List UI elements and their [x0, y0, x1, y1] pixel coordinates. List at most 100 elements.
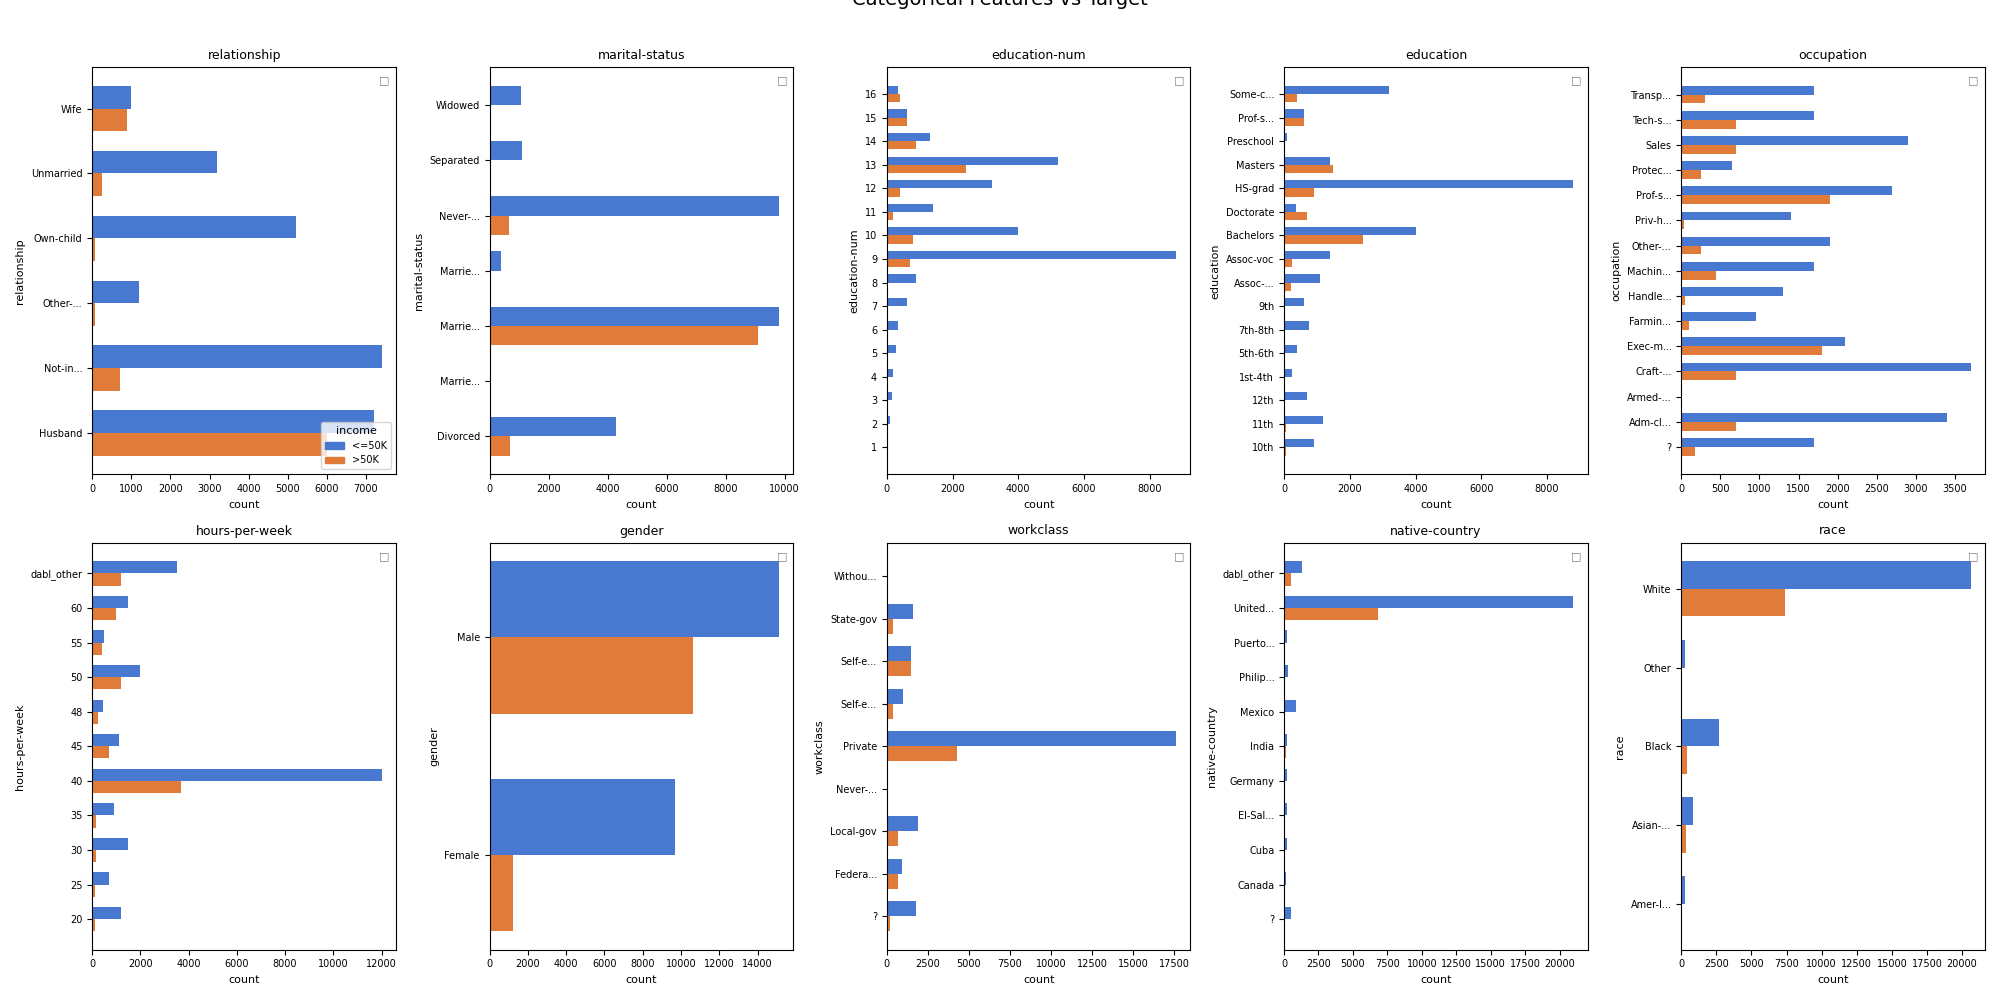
X-axis label: count: count — [228, 499, 260, 510]
Bar — [490, 251, 502, 271]
Title: race: race — [1820, 524, 1846, 538]
Bar — [1682, 237, 1830, 246]
Bar — [92, 643, 102, 655]
Bar — [886, 816, 918, 831]
Bar — [92, 769, 382, 781]
Bar — [1682, 413, 1948, 422]
Bar — [886, 604, 914, 619]
X-axis label: count: count — [626, 975, 658, 985]
Bar — [1682, 561, 1970, 589]
Bar — [1284, 746, 1286, 758]
Y-axis label: relationship: relationship — [16, 238, 26, 304]
Bar — [1682, 186, 1892, 195]
Bar — [92, 815, 96, 828]
Bar — [1682, 321, 1690, 330]
Bar — [886, 746, 958, 761]
Bar — [1682, 640, 1684, 668]
Y-axis label: education-num: education-num — [850, 228, 860, 313]
Text: □: □ — [776, 551, 788, 561]
Legend: <=50K, >50K: <=50K, >50K — [322, 422, 392, 469]
Bar — [490, 855, 512, 931]
Bar — [1284, 561, 1302, 573]
X-axis label: count: count — [1420, 975, 1452, 985]
Bar — [886, 831, 898, 846]
Title: workclass: workclass — [1008, 524, 1070, 538]
Bar — [1682, 271, 1716, 280]
Bar — [1284, 392, 1308, 400]
Bar — [1682, 95, 1704, 103]
Bar — [886, 133, 930, 141]
Bar — [92, 410, 374, 433]
Bar — [1284, 734, 1286, 746]
Bar — [1284, 769, 1286, 781]
Bar — [1284, 665, 1288, 677]
X-axis label: count: count — [1818, 499, 1848, 510]
Bar — [886, 874, 898, 889]
Bar — [490, 561, 778, 637]
Bar — [1682, 346, 1822, 355]
Bar — [886, 204, 932, 212]
X-axis label: count: count — [1022, 499, 1054, 510]
Bar — [1284, 608, 1378, 620]
X-axis label: count: count — [1818, 975, 1848, 985]
Bar — [92, 433, 326, 456]
Bar — [92, 838, 128, 850]
Bar — [1284, 188, 1314, 197]
Bar — [1284, 369, 1292, 377]
Bar — [1682, 120, 1736, 129]
Bar — [1682, 363, 1970, 371]
Bar — [490, 141, 522, 160]
Bar — [92, 573, 122, 586]
Title: native-country: native-country — [1390, 524, 1482, 538]
Bar — [92, 608, 116, 620]
Bar — [1284, 109, 1304, 118]
Bar — [886, 689, 904, 704]
Bar — [1682, 246, 1700, 254]
Bar — [1284, 630, 1288, 643]
Bar — [92, 368, 120, 391]
Bar — [1682, 287, 1782, 296]
Bar — [1682, 422, 1736, 431]
Bar — [886, 180, 992, 188]
Y-axis label: native-country: native-country — [1206, 705, 1216, 787]
Bar — [886, 916, 890, 931]
Title: education-num: education-num — [992, 49, 1086, 62]
Text: □: □ — [1572, 551, 1582, 561]
Bar — [490, 417, 616, 436]
Bar — [1682, 136, 1908, 145]
Bar — [886, 118, 906, 126]
X-axis label: count: count — [1022, 975, 1054, 985]
Bar — [1284, 86, 1390, 94]
Bar — [886, 392, 892, 400]
Bar — [490, 436, 510, 456]
Bar — [1284, 227, 1416, 235]
Text: Categorical Features vs Target: Categorical Features vs Target — [852, 0, 1148, 9]
Bar — [92, 281, 140, 303]
Bar — [1284, 283, 1290, 291]
Bar — [1682, 876, 1684, 904]
Bar — [1284, 700, 1296, 712]
Bar — [490, 307, 778, 326]
Title: relationship: relationship — [208, 49, 280, 62]
Text: □: □ — [1174, 75, 1184, 85]
Bar — [886, 235, 914, 244]
Bar — [1284, 416, 1324, 424]
Bar — [92, 303, 96, 326]
X-axis label: count: count — [626, 499, 658, 510]
Text: □: □ — [1968, 75, 1978, 85]
Bar — [1284, 118, 1304, 126]
Bar — [1682, 111, 1814, 120]
Bar — [92, 712, 98, 724]
Bar — [490, 326, 758, 345]
Bar — [92, 86, 132, 109]
Bar — [490, 637, 692, 714]
Bar — [1682, 337, 1846, 346]
Y-axis label: gender: gender — [428, 726, 438, 766]
Bar — [886, 165, 966, 173]
Text: □: □ — [1572, 75, 1582, 85]
Bar — [886, 901, 916, 916]
Bar — [1682, 170, 1700, 179]
Bar — [886, 369, 894, 377]
Bar — [1682, 825, 1686, 853]
Bar — [1682, 797, 1694, 825]
